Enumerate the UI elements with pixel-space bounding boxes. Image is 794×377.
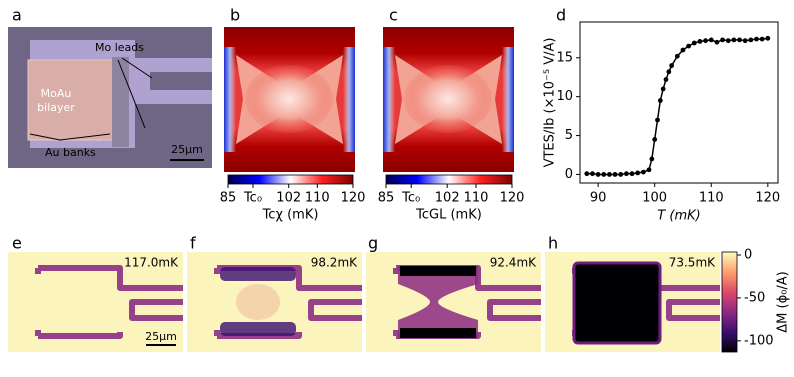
y-tick-label: 5 xyxy=(565,128,573,143)
data-point xyxy=(601,172,607,177)
y-tick-label: 10 xyxy=(556,89,573,104)
panel-label: g xyxy=(368,234,378,253)
data-point xyxy=(595,172,601,177)
data-point xyxy=(742,38,748,44)
x-tick-label: 120 xyxy=(500,191,525,206)
heatmap-c xyxy=(383,27,514,172)
colorbar-label: TcGL (mK) xyxy=(415,208,482,223)
colorbar xyxy=(385,174,513,185)
data-point xyxy=(708,37,714,43)
data-point xyxy=(697,39,703,44)
y-tick-label: 0 xyxy=(744,248,752,263)
x-tick-label: 120 xyxy=(755,191,780,206)
x-tick-label: 100 xyxy=(642,191,667,206)
plot-frame xyxy=(579,21,779,184)
data-point xyxy=(680,47,686,53)
y-tick-label: 0 xyxy=(565,167,573,182)
image-g xyxy=(366,252,541,352)
temperature-label: 92.4mK xyxy=(490,256,537,270)
scale-bar-label: 25μm xyxy=(171,143,203,156)
data-point xyxy=(686,43,692,49)
data-point xyxy=(674,53,680,59)
x-axis-label: T (mK) xyxy=(657,209,700,224)
x-tick-label: 110 xyxy=(305,191,330,206)
x-tick-label: Tc₀ xyxy=(243,191,262,206)
data-point xyxy=(655,117,660,123)
data-point xyxy=(618,172,624,177)
colorbar xyxy=(721,251,738,353)
data-point xyxy=(737,37,742,43)
x-tick-label: 85 xyxy=(220,191,237,206)
temperature-label: 117.0mK xyxy=(124,256,179,270)
image-h xyxy=(545,252,720,352)
y-axis-label: VTES/Ib (×10⁻⁵ V/A) xyxy=(543,38,558,168)
x-tick-label: 110 xyxy=(699,191,724,206)
data-point xyxy=(660,86,666,92)
data-point xyxy=(590,171,595,177)
data-point xyxy=(725,38,731,44)
data-point xyxy=(646,167,652,173)
data-point xyxy=(663,77,669,82)
x-tick-label: 120 xyxy=(341,191,366,206)
data-point xyxy=(635,170,641,176)
panel-label: e xyxy=(12,234,22,253)
colorbar-label: Tcχ (mK) xyxy=(262,208,319,223)
data-point xyxy=(657,98,663,103)
x-tick-label: 85 xyxy=(378,191,395,206)
annotation: MoAu xyxy=(41,87,72,100)
x-tick-label: 90 xyxy=(590,191,607,206)
x-tick-label: 102 xyxy=(435,191,460,206)
data-point xyxy=(754,36,759,42)
data-point xyxy=(612,172,618,177)
y-tick-label: 15 xyxy=(556,50,573,65)
y-tick-label: -100 xyxy=(744,333,774,348)
annotation: bilayer xyxy=(37,101,75,114)
y-tick-label: -50 xyxy=(744,290,765,305)
data-point xyxy=(748,37,754,43)
data-line xyxy=(586,37,768,176)
data-point xyxy=(691,40,697,46)
temperature-label: 98.2mK xyxy=(311,256,358,270)
data-point xyxy=(669,63,675,68)
data-point xyxy=(703,38,708,44)
x-tick-label: 102 xyxy=(276,191,301,206)
image-f xyxy=(187,252,362,352)
data-point xyxy=(765,35,771,41)
temperature-label: 73.5mK xyxy=(669,256,716,270)
data-point xyxy=(731,37,737,43)
x-tick-label: Tc₀ xyxy=(401,191,420,206)
data-point xyxy=(666,69,672,75)
annotation: Au banks xyxy=(45,146,96,159)
data-point xyxy=(720,37,725,43)
panel-a-image xyxy=(8,27,212,168)
heatmap-b xyxy=(224,27,355,172)
panel-label: h xyxy=(548,234,558,253)
data-point xyxy=(629,171,635,177)
colorbar xyxy=(227,174,354,185)
data-point xyxy=(640,169,646,175)
data-point xyxy=(649,156,655,162)
x-tick-label: 110 xyxy=(464,191,489,206)
annotation: Mo leads xyxy=(95,41,144,54)
data-point xyxy=(759,36,765,42)
panel-label: f xyxy=(190,234,196,253)
panel-label: a xyxy=(12,6,22,25)
panel-label: d xyxy=(556,6,566,25)
colorbar-label: ΔM (ϕ₀/A) xyxy=(776,271,791,332)
data-point xyxy=(584,171,590,177)
data-point xyxy=(623,171,629,177)
data-point xyxy=(652,137,658,142)
data-point xyxy=(607,172,612,177)
panel-label: b xyxy=(230,6,240,25)
scale-bar-label: 25μm xyxy=(145,330,177,343)
data-point xyxy=(714,39,720,45)
panel-label: c xyxy=(389,6,398,25)
